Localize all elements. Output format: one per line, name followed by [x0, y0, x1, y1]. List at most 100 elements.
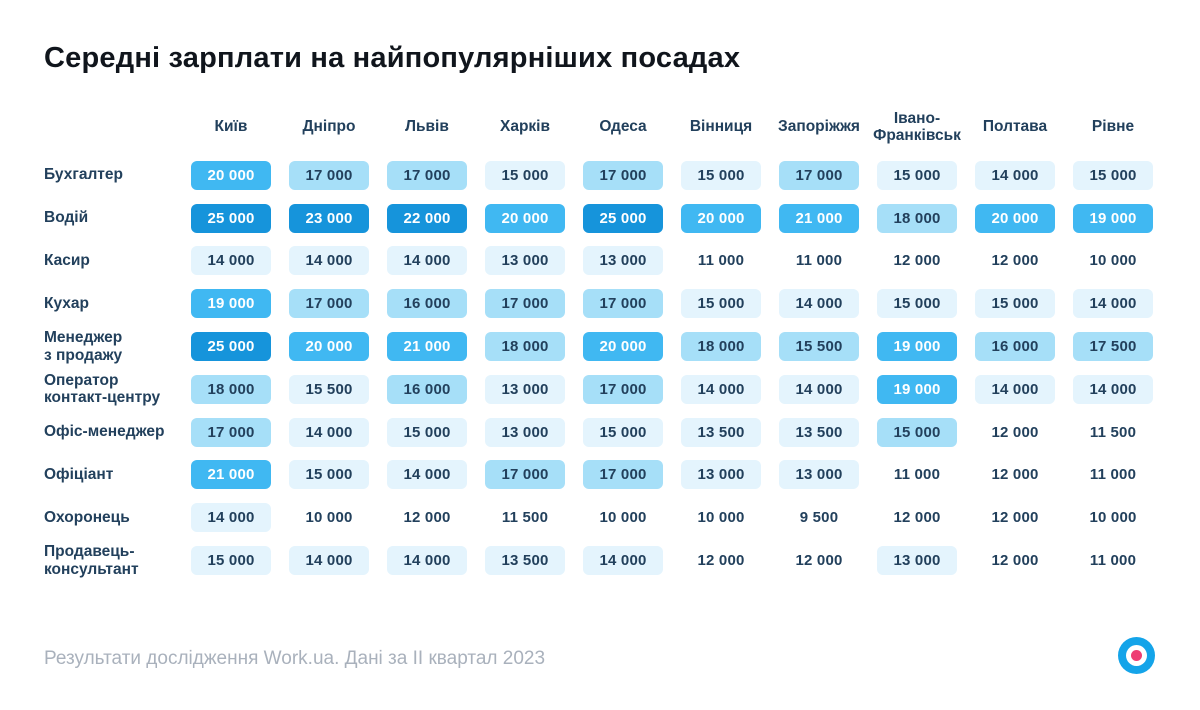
salary-cell: 9 500 — [799, 509, 839, 527]
salary-cell: 12 000 — [893, 509, 941, 527]
salary-cell-wrap: 20 000 — [182, 154, 280, 197]
row-label: Оператор контакт-центру — [44, 371, 161, 407]
salary-cell-wrap: 14 000 — [378, 240, 476, 283]
salary-cell-wrap: 17 000 — [770, 154, 868, 197]
salary-cell: 14 000 — [681, 374, 761, 404]
column-header: Івано- Франківськ — [873, 109, 961, 144]
salary-cell: 18 000 — [485, 332, 565, 362]
salary-cell: 17 000 — [779, 160, 859, 190]
salary-cell: 25 000 — [583, 203, 663, 233]
salary-cell-wrap: 10 000 — [672, 496, 770, 539]
salary-cell: 15 000 — [877, 417, 957, 447]
salary-cell-wrap: 25 000 — [182, 197, 280, 240]
salary-cell-wrap: 17 000 — [574, 368, 672, 411]
salary-cell: 17 000 — [289, 160, 369, 190]
salary-cell: 14 000 — [1073, 289, 1153, 319]
salary-cell-wrap: 14 000 — [182, 240, 280, 283]
salary-cell: 19 000 — [877, 332, 957, 362]
salary-cell-wrap: 12 000 — [966, 411, 1064, 454]
logo-center-dot — [1131, 650, 1142, 661]
salary-cell: 14 000 — [1073, 374, 1153, 404]
salary-cell-wrap: 17 000 — [574, 454, 672, 497]
salary-cell: 12 000 — [991, 552, 1039, 570]
salary-cell-wrap: 12 000 — [966, 240, 1064, 283]
salary-cell: 17 500 — [1073, 332, 1153, 362]
salary-cell: 15 000 — [877, 289, 957, 319]
salary-cell: 18 000 — [877, 203, 957, 233]
column-header: Полтава — [982, 118, 1048, 136]
salary-cell-wrap: 15 500 — [770, 325, 868, 368]
salary-cell-wrap: 17 000 — [280, 282, 378, 325]
salary-cell: 14 000 — [779, 289, 859, 319]
source-note: Результати дослідження Work.ua. Дані за … — [44, 648, 546, 669]
salary-cell: 15 000 — [681, 160, 761, 190]
column-header: Запоріжжя — [778, 118, 860, 136]
salary-cell: 11 000 — [1089, 466, 1137, 484]
salary-cell-wrap: 11 000 — [672, 240, 770, 283]
salary-cell-wrap: 21 000 — [378, 325, 476, 368]
salary-cell-wrap: 13 000 — [476, 411, 574, 454]
salary-cell-wrap: 19 000 — [1064, 197, 1162, 240]
salary-cell-wrap: 17 500 — [1064, 325, 1162, 368]
salary-cell-wrap: 12 000 — [966, 454, 1064, 497]
salary-cell-wrap: 13 500 — [770, 411, 868, 454]
salary-cell: 12 000 — [991, 252, 1039, 270]
salary-cell: 16 000 — [387, 289, 467, 319]
salary-cell-wrap: 15 000 — [868, 154, 966, 197]
salary-cell: 14 000 — [387, 246, 467, 276]
salary-cell-wrap: 12 000 — [770, 539, 868, 582]
salary-cell: 13 500 — [681, 417, 761, 447]
column-header: Вінниця — [689, 118, 753, 136]
salary-cell: 25 000 — [191, 332, 271, 362]
salary-cell: 14 000 — [289, 417, 369, 447]
salary-cell: 12 000 — [403, 509, 451, 527]
salary-cell-wrap: 18 000 — [476, 325, 574, 368]
page-title: Середні зарплати на найпопулярніших поса… — [44, 42, 741, 74]
salary-cell: 10 000 — [1089, 509, 1137, 527]
row-label: Бухгалтер — [44, 166, 123, 184]
salary-cell-wrap: 16 000 — [378, 368, 476, 411]
salary-cell-wrap: 17 000 — [378, 154, 476, 197]
salary-cell-wrap: 14 000 — [672, 368, 770, 411]
salary-cell-wrap: 15 000 — [868, 411, 966, 454]
salary-cell: 19 000 — [877, 374, 957, 404]
salary-cell-wrap: 12 000 — [378, 496, 476, 539]
salary-cell: 17 000 — [387, 160, 467, 190]
row-label: Кухар — [44, 294, 89, 312]
salary-cell: 16 000 — [387, 374, 467, 404]
salary-cell-wrap: 15 000 — [280, 454, 378, 497]
salary-cell-wrap: 9 500 — [770, 496, 868, 539]
salary-cell-wrap: 14 000 — [966, 368, 1064, 411]
salary-table: Київ Дніпро Львів Харків Одеса Вінниця Запоріж… — [44, 100, 1162, 582]
salary-cell-wrap: 21 000 — [182, 454, 280, 497]
row-label: Водій — [44, 209, 89, 227]
salary-cell: 15 000 — [289, 460, 369, 490]
salary-cell-wrap: 14 000 — [378, 539, 476, 582]
salary-cell-wrap: 15 000 — [672, 154, 770, 197]
salary-cell-wrap: 17 000 — [280, 154, 378, 197]
salary-cell: 15 500 — [289, 374, 369, 404]
salary-cell-wrap: 10 000 — [574, 496, 672, 539]
salary-cell-wrap: 13 000 — [672, 454, 770, 497]
salary-cell-wrap: 12 000 — [672, 539, 770, 582]
salary-cell-wrap: 12 000 — [868, 240, 966, 283]
salary-cell-wrap: 10 000 — [1064, 496, 1162, 539]
salary-cell-wrap: 11 500 — [1064, 411, 1162, 454]
salary-cell-wrap: 13 000 — [868, 539, 966, 582]
salary-cell-wrap: 19 000 — [182, 282, 280, 325]
salary-cell: 13 000 — [583, 246, 663, 276]
salary-cell: 13 000 — [877, 546, 957, 576]
salary-cell: 12 000 — [697, 552, 745, 570]
salary-cell: 12 000 — [893, 252, 941, 270]
work-ua-logo-icon — [1118, 637, 1155, 674]
salary-cell: 17 000 — [583, 289, 663, 319]
salary-cell: 13 000 — [485, 246, 565, 276]
row-label: Продавець- консультант — [44, 542, 139, 578]
salary-cell-wrap: 11 500 — [476, 496, 574, 539]
salary-cell: 11 500 — [1089, 423, 1137, 441]
salary-cell: 15 000 — [975, 289, 1055, 319]
salary-cell-wrap: 17 000 — [476, 282, 574, 325]
salary-cell: 14 000 — [289, 246, 369, 276]
salary-cell-wrap: 20 000 — [476, 197, 574, 240]
salary-cell-wrap: 15 000 — [574, 411, 672, 454]
